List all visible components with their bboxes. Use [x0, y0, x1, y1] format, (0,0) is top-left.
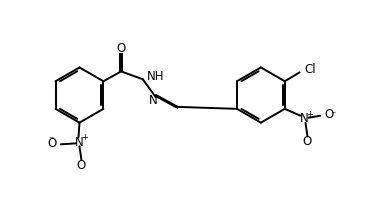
Text: NH: NH [147, 70, 164, 83]
Text: O: O [116, 42, 126, 55]
Text: O: O [77, 159, 86, 172]
Text: N: N [75, 136, 84, 149]
Text: N: N [149, 94, 157, 107]
Text: O: O [303, 135, 312, 148]
Text: ⁻: ⁻ [330, 110, 335, 120]
Text: N: N [300, 112, 309, 125]
Text: ⁻: ⁻ [48, 135, 53, 145]
Text: O: O [325, 108, 334, 121]
Text: Cl: Cl [304, 63, 315, 76]
Text: O: O [47, 137, 56, 150]
Text: +: + [82, 133, 88, 142]
Text: +: + [306, 110, 313, 119]
